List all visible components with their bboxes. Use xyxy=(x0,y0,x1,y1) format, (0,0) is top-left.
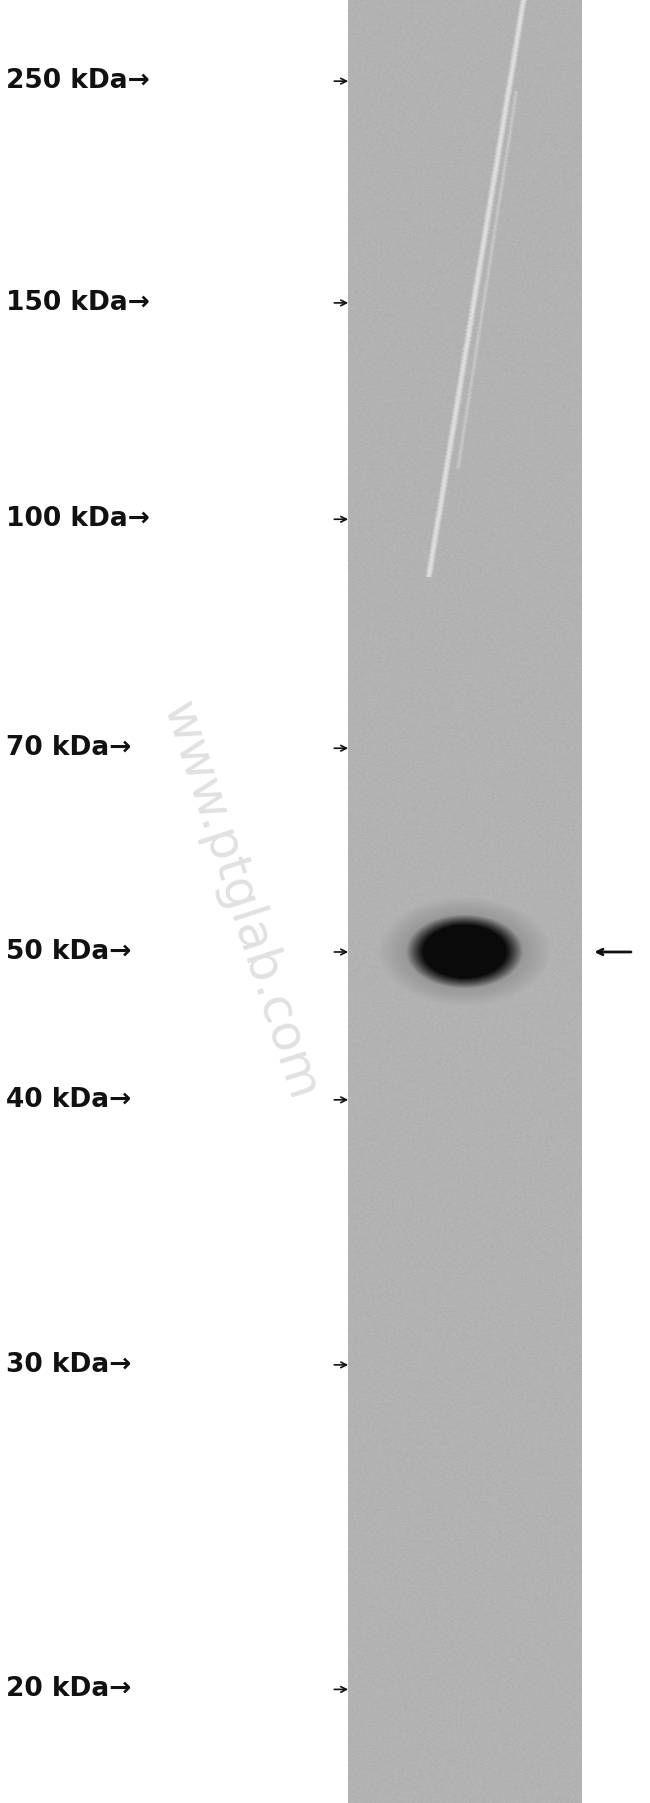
Text: 100 kDa→: 100 kDa→ xyxy=(6,507,150,532)
Text: 30 kDa→: 30 kDa→ xyxy=(6,1352,132,1377)
Text: 250 kDa→: 250 kDa→ xyxy=(6,69,150,94)
Text: 70 kDa→: 70 kDa→ xyxy=(6,736,132,761)
Text: 50 kDa→: 50 kDa→ xyxy=(6,939,132,965)
Text: 40 kDa→: 40 kDa→ xyxy=(6,1087,132,1112)
Text: 150 kDa→: 150 kDa→ xyxy=(6,290,150,316)
Text: 20 kDa→: 20 kDa→ xyxy=(6,1677,132,1702)
Text: www.ptglab.com: www.ptglab.com xyxy=(153,696,328,1107)
